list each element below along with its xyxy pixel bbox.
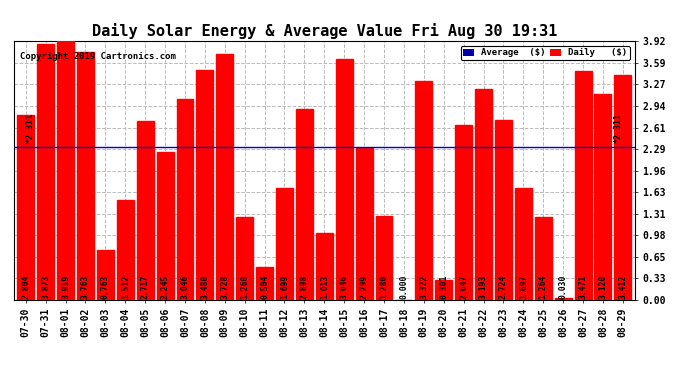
Text: 0.763: 0.763 [101, 274, 110, 298]
Text: 3.120: 3.120 [598, 274, 607, 298]
Bar [555, 298, 571, 300]
Bar [614, 75, 631, 300]
Legend: Average  ($), Daily   ($): Average ($), Daily ($) [461, 46, 630, 60]
Title: Daily Solar Energy & Average Value Fri Aug 30 19:31: Daily Solar Energy & Average Value Fri A… [92, 23, 557, 39]
Bar [157, 152, 173, 300]
Bar [435, 280, 452, 300]
Text: 2.898: 2.898 [300, 274, 309, 298]
Text: 3.480: 3.480 [200, 274, 209, 298]
Bar [97, 250, 114, 300]
Bar [236, 217, 253, 300]
Text: 0.000: 0.000 [400, 274, 408, 298]
Bar [296, 109, 313, 300]
Text: *2.311: *2.311 [614, 114, 623, 144]
Bar [77, 52, 94, 300]
Text: 0.504: 0.504 [260, 274, 269, 298]
Text: 1.697: 1.697 [519, 274, 528, 298]
Bar [355, 148, 373, 300]
Text: 2.717: 2.717 [141, 274, 150, 298]
Bar [415, 81, 432, 300]
Bar [475, 89, 492, 300]
Text: 1.264: 1.264 [539, 274, 548, 298]
Text: 0.030: 0.030 [559, 274, 568, 298]
Bar [117, 200, 134, 300]
Text: 3.646: 3.646 [339, 274, 348, 298]
Text: 1.699: 1.699 [280, 274, 289, 298]
Text: 1.280: 1.280 [380, 274, 388, 298]
Text: 3.919: 3.919 [61, 274, 70, 298]
Text: 3.763: 3.763 [81, 274, 90, 298]
Text: *2.311: *2.311 [26, 114, 34, 144]
Bar [256, 267, 273, 300]
Text: 1.013: 1.013 [319, 274, 329, 298]
Text: 2.299: 2.299 [359, 274, 368, 298]
Bar [217, 54, 233, 300]
Bar [575, 71, 591, 300]
Bar [455, 125, 472, 300]
Bar [535, 217, 552, 300]
Text: 3.873: 3.873 [41, 274, 50, 298]
Text: 3.322: 3.322 [420, 274, 428, 298]
Text: 3.193: 3.193 [479, 274, 488, 298]
Text: 1.260: 1.260 [240, 274, 249, 298]
Bar [375, 216, 393, 300]
Text: 1.512: 1.512 [121, 274, 130, 298]
Bar [37, 44, 54, 300]
Bar [137, 121, 154, 300]
Text: 2.245: 2.245 [161, 274, 170, 298]
Text: 2.804: 2.804 [21, 274, 30, 298]
Bar [276, 188, 293, 300]
Bar [17, 115, 34, 300]
Text: 3.412: 3.412 [618, 274, 627, 298]
Bar [197, 70, 213, 300]
Bar [336, 59, 353, 300]
Bar [515, 188, 532, 300]
Text: Copyright 2019 Cartronics.com: Copyright 2019 Cartronics.com [20, 52, 176, 61]
Bar [177, 99, 193, 300]
Bar [316, 233, 333, 300]
Text: 2.724: 2.724 [499, 274, 508, 298]
Text: 3.046: 3.046 [181, 274, 190, 298]
Text: 3.471: 3.471 [578, 274, 588, 298]
Bar [57, 41, 74, 300]
Bar [495, 120, 512, 300]
Text: 3.728: 3.728 [220, 274, 229, 298]
Text: 2.647: 2.647 [459, 274, 468, 298]
Text: 0.301: 0.301 [440, 274, 449, 298]
Bar [595, 94, 611, 300]
